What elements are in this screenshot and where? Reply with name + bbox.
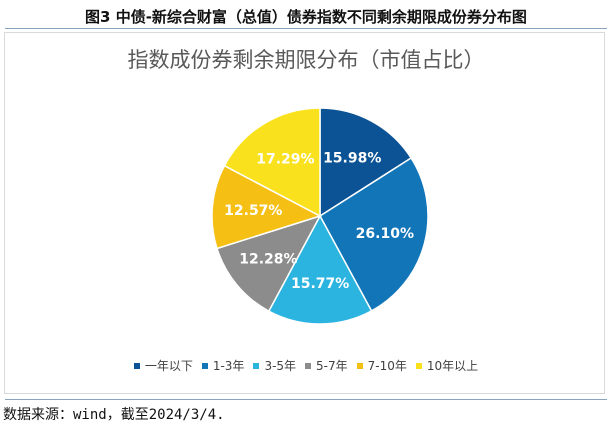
pie-slice-6 bbox=[223, 107, 321, 218]
legend-item-3: 3-5年 bbox=[253, 357, 296, 374]
chart-legend: 一年以下 1-3年 3-5年 5-7年 7-10年 10年以上 bbox=[0, 357, 612, 374]
pie-slice-2 bbox=[319, 156, 429, 312]
legend-label: 3-5年 bbox=[264, 359, 297, 373]
legend-swatch bbox=[253, 362, 260, 369]
slice-label-3: 15.77% bbox=[291, 276, 349, 292]
slice-label-6: 17.29% bbox=[256, 152, 314, 168]
legend-swatch bbox=[305, 362, 312, 369]
legend-item-2: 1-3年 bbox=[201, 357, 245, 374]
top-divider bbox=[5, 28, 607, 29]
legend-item-4: 5-7年 bbox=[305, 357, 348, 374]
legend-swatch bbox=[356, 362, 363, 369]
chart-title: 指数成份券剩余期限分布（市值占比） bbox=[127, 48, 485, 72]
slice-label-4: 12.28% bbox=[239, 252, 297, 268]
legend-label: 7-10年 bbox=[367, 359, 407, 373]
source-note: 数据来源：wind，截至2024/3/4. bbox=[3, 407, 225, 423]
legend-item-5: 7-10年 bbox=[356, 357, 407, 374]
slice-label-1: 15.98% bbox=[323, 150, 381, 166]
legend-swatch bbox=[201, 362, 208, 369]
pie-slice-5 bbox=[211, 164, 322, 250]
legend-item-6: 10年以上 bbox=[415, 357, 479, 374]
slice-label-2: 26.10% bbox=[356, 226, 414, 242]
legend-item-1: 一年以下 bbox=[133, 357, 193, 374]
legend-label: 5-7年 bbox=[316, 359, 348, 373]
pie-slice-3 bbox=[267, 214, 373, 325]
pie-slice-1 bbox=[319, 107, 413, 218]
figure-caption: 图3 中债-新综合财富（总值）债券指数不同剩余期限成份券分布图 bbox=[85, 8, 527, 26]
legend-label: 1-3年 bbox=[212, 359, 245, 373]
legend-label: 一年以下 bbox=[144, 359, 193, 373]
slice-label-5: 12.57% bbox=[224, 203, 282, 219]
legend-swatch bbox=[133, 362, 140, 369]
bottom-divider bbox=[5, 399, 607, 400]
legend-label: 10年以上 bbox=[426, 359, 479, 373]
pie-slice-4 bbox=[216, 214, 322, 313]
legend-swatch bbox=[415, 362, 422, 369]
